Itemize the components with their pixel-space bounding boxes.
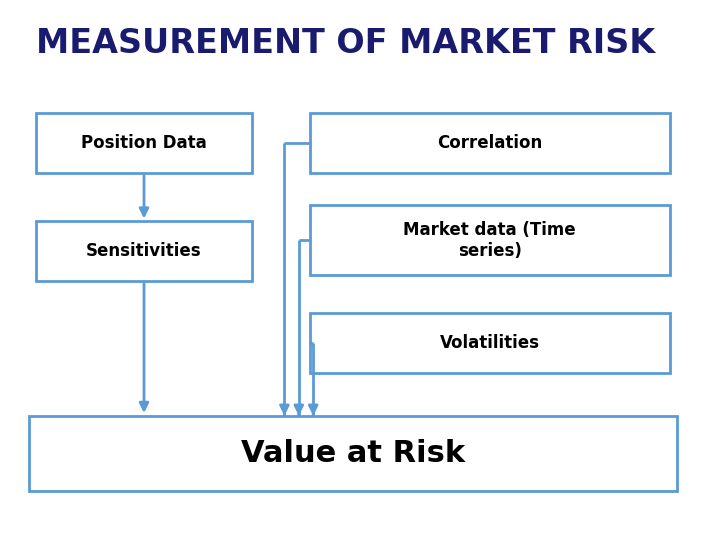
FancyBboxPatch shape [36, 221, 252, 281]
FancyBboxPatch shape [29, 416, 677, 491]
Text: Value at Risk: Value at Risk [240, 439, 465, 468]
Text: Market data (Time
series): Market data (Time series) [403, 221, 576, 260]
Text: Position Data: Position Data [81, 134, 207, 152]
FancyBboxPatch shape [310, 113, 670, 173]
FancyBboxPatch shape [310, 313, 670, 373]
Text: Volatilities: Volatilities [440, 334, 539, 352]
Text: Sensitivities: Sensitivities [86, 242, 202, 260]
FancyBboxPatch shape [36, 113, 252, 173]
Text: Correlation: Correlation [437, 134, 542, 152]
Text: MEASUREMENT OF MARKET RISK: MEASUREMENT OF MARKET RISK [36, 26, 655, 60]
FancyBboxPatch shape [310, 205, 670, 275]
